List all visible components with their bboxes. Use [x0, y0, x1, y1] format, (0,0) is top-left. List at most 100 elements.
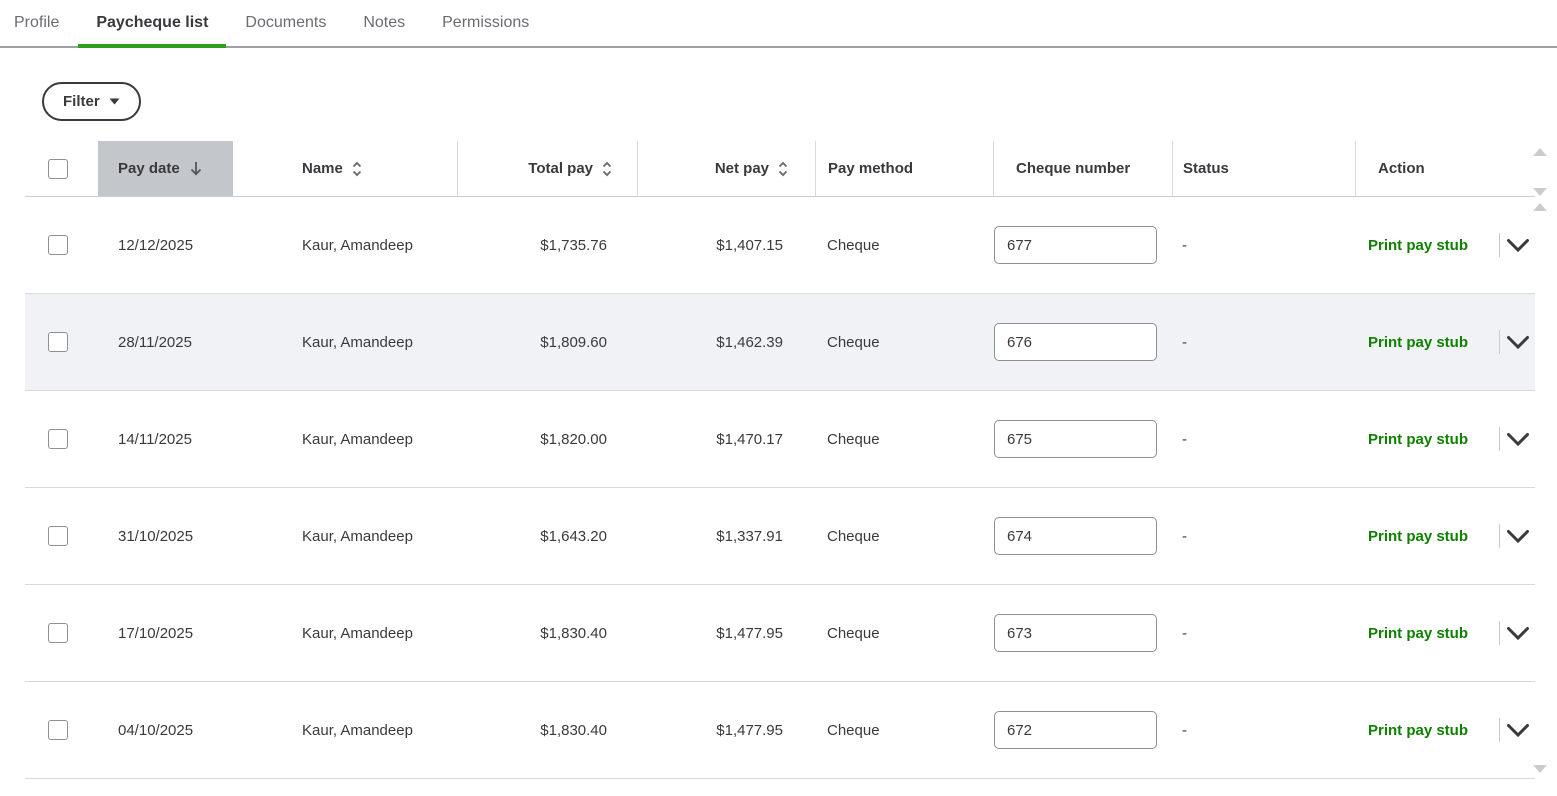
tab-bar: Profile Paycheque list Documents Notes P… [0, 0, 1557, 48]
pay-method-cell: Cheque [827, 430, 880, 448]
net-pay-cell: $1,462.39 [716, 333, 783, 351]
status-cell: - [1182, 624, 1187, 642]
status-cell: - [1182, 333, 1187, 351]
header-cheque-number-label: Cheque number [1016, 160, 1131, 177]
print-pay-stub-link[interactable]: Print pay stub [1367, 527, 1468, 545]
cheque-number-input[interactable] [994, 420, 1157, 458]
header-scroll-down-arrow[interactable] [1533, 188, 1547, 196]
table-row: 28/11/2025 Kaur, Amandeep $1,809.60 $1,4… [25, 294, 1535, 391]
header-action-label: Action [1378, 160, 1425, 177]
header-total-pay-label: Total pay [528, 160, 593, 177]
row-expand-button[interactable] [1504, 330, 1532, 354]
pay-method-cell: Cheque [827, 527, 880, 545]
cheque-number-input[interactable] [994, 226, 1157, 264]
header-action: Action [1355, 141, 1535, 196]
tab-profile[interactable]: Profile [14, 14, 60, 31]
total-pay-cell: $1,735.76 [540, 236, 607, 254]
action-divider [1499, 233, 1500, 257]
name-cell: Kaur, Amandeep [302, 527, 413, 545]
action-divider [1499, 427, 1500, 451]
pay-date-cell: 28/11/2025 [118, 333, 192, 351]
cheque-number-input[interactable] [994, 711, 1157, 749]
body-scroll-up-arrow[interactable] [1533, 203, 1547, 211]
table-row: 17/10/2025 Kaur, Amandeep $1,830.40 $1,4… [25, 585, 1535, 682]
tab-documents[interactable]: Documents [245, 14, 327, 31]
pay-method-cell: Cheque [827, 624, 880, 642]
table-row: 12/12/2025 Kaur, Amandeep $1,735.76 $1,4… [25, 197, 1535, 294]
header-pay-method-label: Pay method [828, 160, 914, 177]
cheque-number-input[interactable] [994, 323, 1157, 361]
pay-date-cell: 12/12/2025 [118, 236, 194, 254]
tab-permissions[interactable]: Permissions [442, 14, 530, 31]
name-cell: Kaur, Amandeep [302, 624, 413, 642]
table-row: 14/11/2025 Kaur, Amandeep $1,820.00 $1,4… [25, 391, 1535, 488]
chevron-down-icon [1506, 529, 1530, 544]
table-row: 31/10/2025 Kaur, Amandeep $1,643.20 $1,3… [25, 488, 1535, 585]
chevron-down-icon [1506, 723, 1530, 738]
status-cell: - [1182, 236, 1187, 254]
name-cell: Kaur, Amandeep [302, 333, 413, 351]
print-pay-stub-link[interactable]: Print pay stub [1367, 721, 1468, 739]
filter-button[interactable]: Filter [42, 82, 141, 121]
header-pay-date[interactable]: Pay date [98, 141, 233, 196]
header-net-pay-label: Net pay [714, 160, 769, 177]
row-checkbox[interactable] [48, 429, 68, 449]
filter-button-label: Filter [63, 93, 100, 110]
cheque-number-input[interactable] [994, 517, 1157, 555]
net-pay-cell: $1,407.15 [716, 236, 783, 254]
table-body: 12/12/2025 Kaur, Amandeep $1,735.76 $1,4… [25, 197, 1535, 779]
row-checkbox[interactable] [48, 332, 68, 352]
total-pay-cell: $1,809.60 [540, 333, 607, 351]
sort-updown-icon [601, 160, 613, 178]
paycheque-table: Pay date Name Total pay [25, 141, 1535, 779]
status-cell: - [1182, 527, 1187, 545]
row-checkbox[interactable] [48, 720, 68, 740]
header-name[interactable]: Name [293, 141, 457, 196]
caret-down-icon [109, 98, 120, 105]
header-status: Status [1172, 141, 1355, 196]
print-pay-stub-link[interactable]: Print pay stub [1367, 236, 1468, 254]
header-status-label: Status [1183, 160, 1229, 177]
cheque-number-input[interactable] [994, 614, 1157, 652]
chevron-down-icon [1506, 626, 1530, 641]
print-pay-stub-link[interactable]: Print pay stub [1367, 430, 1468, 448]
status-cell: - [1182, 721, 1187, 739]
action-divider [1499, 718, 1500, 742]
sort-updown-icon [351, 160, 363, 178]
table-header-row: Pay date Name Total pay [25, 141, 1535, 197]
pay-method-cell: Cheque [827, 333, 880, 351]
status-cell: - [1182, 430, 1187, 448]
row-expand-button[interactable] [1504, 524, 1532, 548]
total-pay-cell: $1,820.00 [540, 430, 607, 448]
pay-date-cell: 14/11/2025 [118, 430, 192, 448]
row-checkbox[interactable] [48, 235, 68, 255]
pay-method-cell: Cheque [827, 236, 880, 254]
chevron-down-icon [1506, 238, 1530, 253]
row-expand-button[interactable] [1504, 233, 1532, 257]
header-cheque-number: Cheque number [993, 141, 1172, 196]
row-expand-button[interactable] [1504, 718, 1532, 742]
print-pay-stub-link[interactable]: Print pay stub [1367, 624, 1468, 642]
arrow-down-icon [189, 160, 203, 177]
net-pay-cell: $1,477.95 [716, 721, 783, 739]
header-scroll-up-arrow[interactable] [1533, 148, 1547, 156]
row-expand-button[interactable] [1504, 427, 1532, 451]
total-pay-cell: $1,830.40 [540, 721, 607, 739]
name-cell: Kaur, Amandeep [302, 721, 413, 739]
row-checkbox[interactable] [48, 526, 68, 546]
header-pay-method: Pay method [815, 141, 993, 196]
tab-paycheque-list[interactable]: Paycheque list [78, 0, 227, 48]
pay-date-cell: 17/10/2025 [118, 624, 194, 642]
select-all-checkbox[interactable] [48, 158, 68, 179]
name-cell: Kaur, Amandeep [302, 236, 413, 254]
print-pay-stub-link[interactable]: Print pay stub [1367, 333, 1468, 351]
tab-notes[interactable]: Notes [363, 14, 406, 31]
sort-updown-icon [777, 160, 789, 178]
action-divider [1499, 524, 1500, 548]
header-net-pay[interactable]: Net pay [637, 141, 815, 196]
row-expand-button[interactable] [1504, 621, 1532, 645]
row-checkbox[interactable] [48, 623, 68, 643]
body-scroll-down-arrow[interactable] [1533, 765, 1547, 773]
header-total-pay[interactable]: Total pay [457, 141, 637, 196]
action-divider [1499, 330, 1500, 354]
